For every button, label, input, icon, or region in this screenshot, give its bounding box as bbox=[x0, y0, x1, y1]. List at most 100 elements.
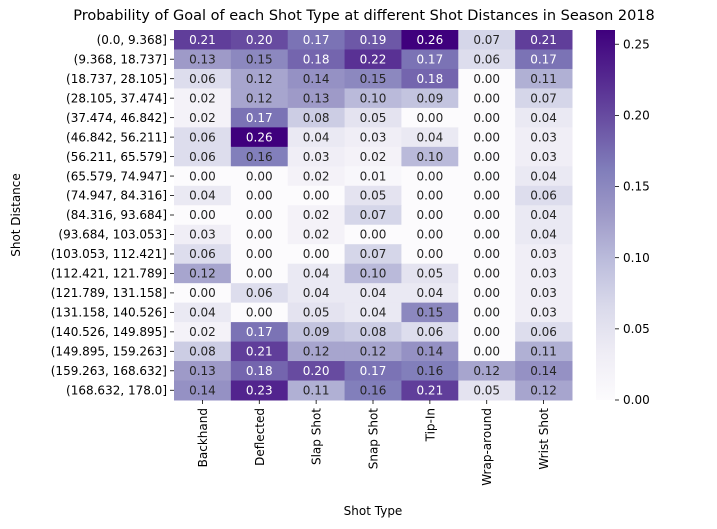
cell-value-label: 0.26 bbox=[246, 130, 273, 144]
cell-value-label: 0.13 bbox=[303, 91, 330, 105]
cell-value-label: 0.12 bbox=[189, 267, 216, 281]
heatmap-cell bbox=[287, 224, 346, 245]
cell-value-label: 0.02 bbox=[189, 91, 216, 105]
y-tick-label: (112.421, 121.789] bbox=[51, 267, 167, 281]
cell-value-label: 0.00 bbox=[246, 247, 273, 261]
heatmap-cell bbox=[401, 380, 459, 401]
cell-value-label: 0.02 bbox=[360, 150, 387, 164]
cell-value-label: 0.05 bbox=[473, 383, 500, 397]
heatmap-cell bbox=[515, 322, 573, 343]
cell-value-label: 0.26 bbox=[416, 33, 443, 47]
cell-value-label: 0.00 bbox=[473, 130, 500, 144]
y-tick-label: (9.368, 18.737] bbox=[74, 52, 167, 66]
cell-value-label: 0.00 bbox=[473, 150, 500, 164]
cell-value-label: 0.02 bbox=[189, 111, 216, 125]
heatmap-cell bbox=[287, 68, 346, 89]
cell-value-label: 0.03 bbox=[189, 228, 216, 242]
cell-value-label: 0.06 bbox=[416, 325, 443, 339]
heatmap-cell bbox=[230, 322, 289, 343]
heatmap-cell bbox=[458, 30, 516, 50]
heatmap-cell bbox=[458, 146, 516, 167]
heatmap-cell bbox=[230, 146, 289, 167]
heatmap-cell bbox=[401, 68, 459, 89]
x-tick-label: Wrap-around bbox=[480, 408, 494, 486]
heatmap-cell bbox=[458, 322, 516, 343]
heatmap-cell bbox=[458, 302, 516, 323]
heatmap-cell bbox=[287, 88, 346, 109]
heatmap-cell bbox=[515, 166, 573, 187]
cell-value-label: 0.00 bbox=[416, 208, 443, 222]
cell-value-label: 0.06 bbox=[189, 150, 216, 164]
heatmap-cell bbox=[515, 107, 573, 128]
y-tick-label: (168.632, 178.0] bbox=[66, 383, 167, 397]
cell-value-label: 0.03 bbox=[530, 306, 557, 320]
heatmap-cell bbox=[230, 166, 289, 187]
heatmap-cell bbox=[174, 166, 232, 187]
cell-value-label: 0.00 bbox=[473, 72, 500, 86]
cell-value-label: 0.14 bbox=[416, 345, 443, 359]
heatmap-cell bbox=[230, 68, 289, 89]
heatmap-cell bbox=[230, 205, 289, 226]
cell-value-label: 0.17 bbox=[530, 52, 557, 66]
cell-value-label: 0.11 bbox=[530, 345, 557, 359]
colorbar-tick-label: 0.20 bbox=[623, 109, 650, 123]
cell-value-label: 0.00 bbox=[303, 189, 330, 203]
cell-value-label: 0.00 bbox=[360, 228, 387, 242]
cell-value-label: 0.18 bbox=[416, 72, 443, 86]
heatmap-cell bbox=[174, 49, 232, 70]
colorbar-tick-label: 0.25 bbox=[623, 37, 650, 51]
heatmap-cells: 0.21 0.20 0.17 0.19 0.26 0.07 0.21 0.13 0.15 0.18… bbox=[174, 30, 573, 401]
heatmap-cell bbox=[458, 107, 516, 128]
cell-value-label: 0.00 bbox=[189, 286, 216, 300]
cell-value-label: 0.14 bbox=[303, 72, 330, 86]
cell-value-label: 0.04 bbox=[416, 130, 443, 144]
cell-value-label: 0.00 bbox=[473, 91, 500, 105]
cell-value-label: 0.00 bbox=[473, 345, 500, 359]
cell-value-label: 0.13 bbox=[189, 52, 216, 66]
cell-value-label: 0.00 bbox=[189, 169, 216, 183]
heatmap-cell bbox=[174, 322, 232, 343]
heatmap-cell bbox=[344, 185, 402, 206]
cell-value-label: 0.09 bbox=[416, 91, 443, 105]
cell-value-label: 0.21 bbox=[530, 33, 557, 47]
y-tick-label: (46.842, 56.211] bbox=[66, 130, 167, 144]
heatmap-cell bbox=[344, 49, 402, 70]
y-tick-label: (56.211, 65.579] bbox=[66, 150, 167, 164]
heatmap-cell bbox=[344, 68, 402, 89]
x-tick-label: Snap Shot bbox=[367, 408, 381, 470]
heatmap-cell bbox=[174, 146, 232, 167]
heatmap-cell bbox=[401, 283, 459, 304]
heatmap-cell bbox=[401, 30, 459, 50]
heatmap-cell bbox=[458, 166, 516, 187]
cell-value-label: 0.06 bbox=[530, 189, 557, 203]
cell-value-label: 0.03 bbox=[530, 130, 557, 144]
cell-value-label: 0.23 bbox=[246, 383, 273, 397]
heatmap-cell bbox=[287, 341, 346, 362]
cell-value-label: 0.17 bbox=[246, 111, 273, 125]
heatmap-cell bbox=[287, 185, 346, 206]
cell-value-label: 0.00 bbox=[416, 228, 443, 242]
cell-value-label: 0.19 bbox=[360, 33, 387, 47]
heatmap-cell bbox=[344, 341, 402, 362]
cell-value-label: 0.00 bbox=[473, 286, 500, 300]
cell-value-label: 0.03 bbox=[530, 267, 557, 281]
colorbar-ticks: 0.00 0.05 0.10 0.15 0.20 0.25 bbox=[615, 37, 650, 407]
cell-value-label: 0.04 bbox=[189, 306, 216, 320]
cell-value-label: 0.00 bbox=[473, 247, 500, 261]
heatmap-cell bbox=[401, 224, 459, 245]
cell-value-label: 0.18 bbox=[246, 364, 273, 378]
cell-value-label: 0.06 bbox=[189, 247, 216, 261]
y-tick-label: (103.053, 112.421] bbox=[51, 247, 167, 261]
heatmap-cell bbox=[174, 302, 232, 323]
cell-value-label: 0.00 bbox=[473, 169, 500, 183]
heatmap-cell bbox=[401, 302, 459, 323]
heatmap-cell bbox=[230, 302, 289, 323]
y-tick-label: (65.579, 74.947] bbox=[66, 169, 167, 183]
heatmap-cell bbox=[458, 185, 516, 206]
cell-value-label: 0.12 bbox=[530, 383, 557, 397]
cell-value-label: 0.16 bbox=[246, 150, 273, 164]
cell-value-label: 0.01 bbox=[360, 169, 387, 183]
cell-value-label: 0.05 bbox=[360, 111, 387, 125]
cell-value-label: 0.17 bbox=[246, 325, 273, 339]
heatmap-cell bbox=[344, 224, 402, 245]
